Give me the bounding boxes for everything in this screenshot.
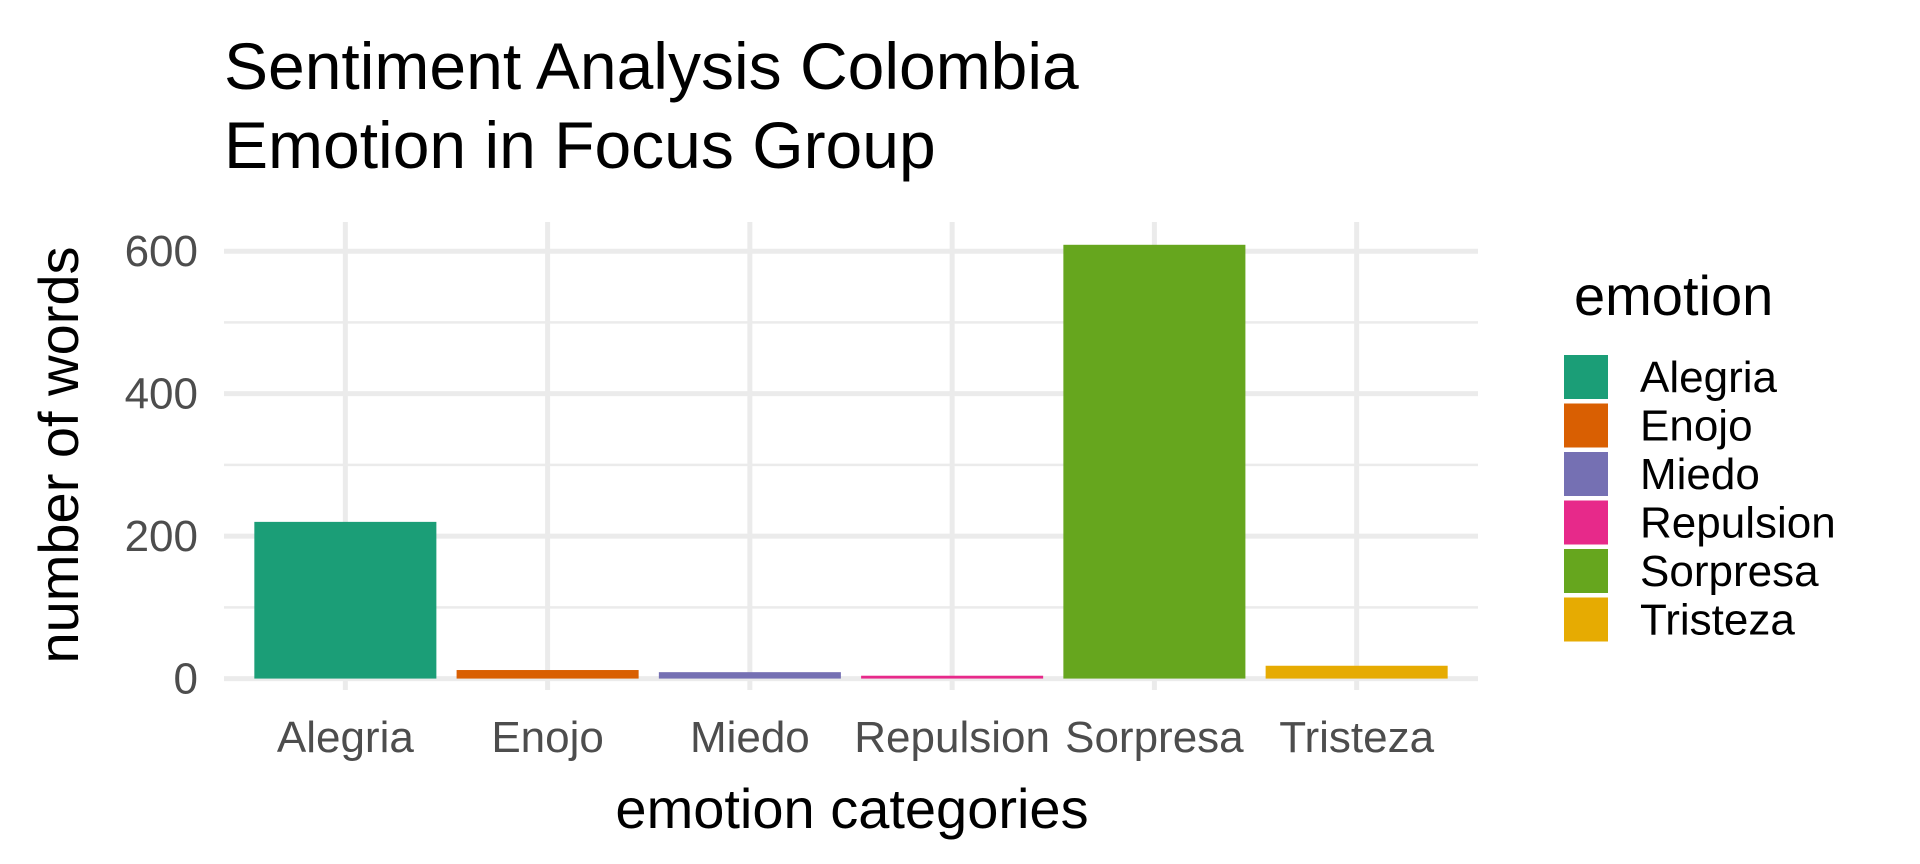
legend-label-alegria: Alegria: [1640, 353, 1777, 402]
bars: [254, 244, 1448, 679]
chart-title-line-1: Sentiment Analysis Colombia: [224, 29, 1079, 103]
x-tick-label: Alegria: [277, 713, 414, 762]
legend-swatch-tristeza: [1564, 597, 1608, 642]
legend-swatch-miedo: [1564, 452, 1608, 496]
bar-alegria: [254, 521, 437, 679]
bar-tristeza: [1265, 665, 1448, 679]
x-axis-ticks: Alegria Enojo Miedo Repulsion Sorpresa Triste…: [277, 713, 1435, 762]
bar-miedo: [658, 672, 841, 679]
x-tick-label: Tristeza: [1279, 713, 1434, 762]
legend-swatch-alegria: [1564, 355, 1608, 399]
y-axis-title: number of words: [27, 246, 90, 663]
x-tick-label: Miedo: [690, 713, 810, 762]
legend-label-enojo: Enojo: [1640, 402, 1753, 451]
y-tick-label: 400: [125, 370, 198, 419]
legend-label-repulsion: Repulsion: [1640, 499, 1836, 548]
legend-label-miedo: Miedo: [1640, 450, 1760, 499]
y-tick-label: 200: [125, 512, 198, 561]
legend: emotion AlegriaEnojoMiedoRepulsionSorpre…: [1564, 264, 1836, 645]
legend-title: emotion: [1574, 264, 1773, 327]
y-axis-ticks: 0 200 400 600: [125, 227, 198, 703]
legend-label-sorpresa: Sorpresa: [1640, 547, 1819, 596]
bar-repulsion: [861, 675, 1044, 679]
chart-title-line-2: Emotion in Focus Group: [224, 108, 936, 182]
bar-enojo: [456, 670, 639, 679]
x-axis-title: emotion categories: [615, 777, 1088, 840]
bar-sorpresa: [1063, 244, 1246, 679]
y-tick-label: 0: [174, 655, 198, 704]
legend-swatch-repulsion: [1564, 500, 1608, 545]
legend-swatch-sorpresa: [1564, 549, 1608, 593]
y-tick-label: 600: [125, 227, 198, 276]
x-tick-label: Sorpresa: [1065, 713, 1244, 762]
x-tick-label: Enojo: [491, 713, 604, 762]
legend-swatch-enojo: [1564, 403, 1608, 448]
legend-label-tristeza: Tristeza: [1640, 596, 1795, 645]
x-tick-label: Repulsion: [854, 713, 1050, 762]
